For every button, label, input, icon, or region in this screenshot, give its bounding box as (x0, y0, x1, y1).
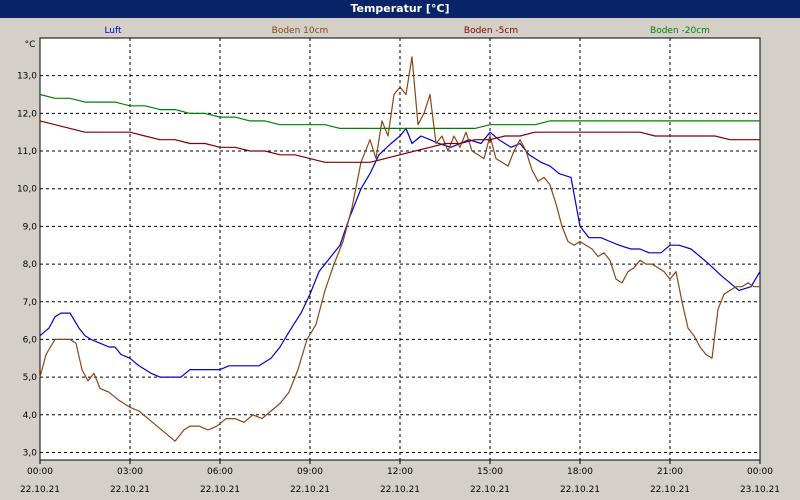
y-tick-label: 7,0 (23, 298, 38, 308)
x-tick-date-label: 22.10.21 (650, 485, 690, 495)
x-tick-date-label: 22.10.21 (560, 485, 600, 495)
series-line (39, 93, 760, 130)
x-tick-date-label: 23.10.21 (740, 485, 780, 495)
x-tick-time-label: 09:00 (297, 467, 323, 477)
x-tick-time-label: 12:00 (387, 467, 413, 477)
series-line (39, 120, 760, 163)
x-tick-date-label: 22.10.21 (380, 485, 420, 495)
y-tick-label: 12,0 (17, 109, 37, 119)
y-axis-unit-label: °C (25, 40, 36, 50)
x-tick-date-label: 22.10.21 (470, 485, 510, 495)
y-tick-label: 10,0 (17, 185, 37, 195)
y-tick-label: 3,0 (23, 448, 38, 458)
legend-entry: Boden -20cm (650, 26, 710, 36)
legend-entry: Boden 10cm (272, 26, 329, 36)
x-tick-time-label: 00:00 (27, 467, 53, 477)
series-line (39, 56, 760, 442)
x-tick-time-label: 06:00 (207, 467, 233, 477)
window-title: Temperatur [°C] (0, 0, 800, 18)
x-tick-time-label: 21:00 (657, 467, 683, 477)
series-line (39, 127, 761, 378)
y-tick-label: 13,0 (17, 72, 37, 82)
y-tick-label: 9,0 (23, 222, 38, 232)
legend-entry: Boden -5cm (464, 26, 518, 36)
x-tick-date-label: 22.10.21 (200, 485, 240, 495)
y-tick-label: 5,0 (23, 373, 38, 383)
x-tick-date-label: 22.10.21 (110, 485, 150, 495)
x-tick-time-label: 15:00 (477, 467, 503, 477)
y-tick-label: 6,0 (23, 335, 38, 345)
y-tick-label: 11,0 (17, 147, 37, 157)
y-tick-label: 4,0 (23, 411, 38, 421)
x-tick-date-label: 22.10.21 (290, 485, 330, 495)
x-tick-time-label: 18:00 (567, 467, 593, 477)
x-tick-time-label: 03:00 (117, 467, 143, 477)
x-tick-date-label: 22.10.21 (20, 485, 60, 495)
legend-entry: Luft (104, 26, 122, 36)
temperature-chart: 3,0 4,0 5,0 6,0 7,0 8,0 9,0 10,0 11,0 12,0 13,0 °C 0… (17, 26, 780, 495)
x-tick-time-label: 00:00 (747, 467, 773, 477)
y-tick-label: 8,0 (23, 260, 38, 270)
